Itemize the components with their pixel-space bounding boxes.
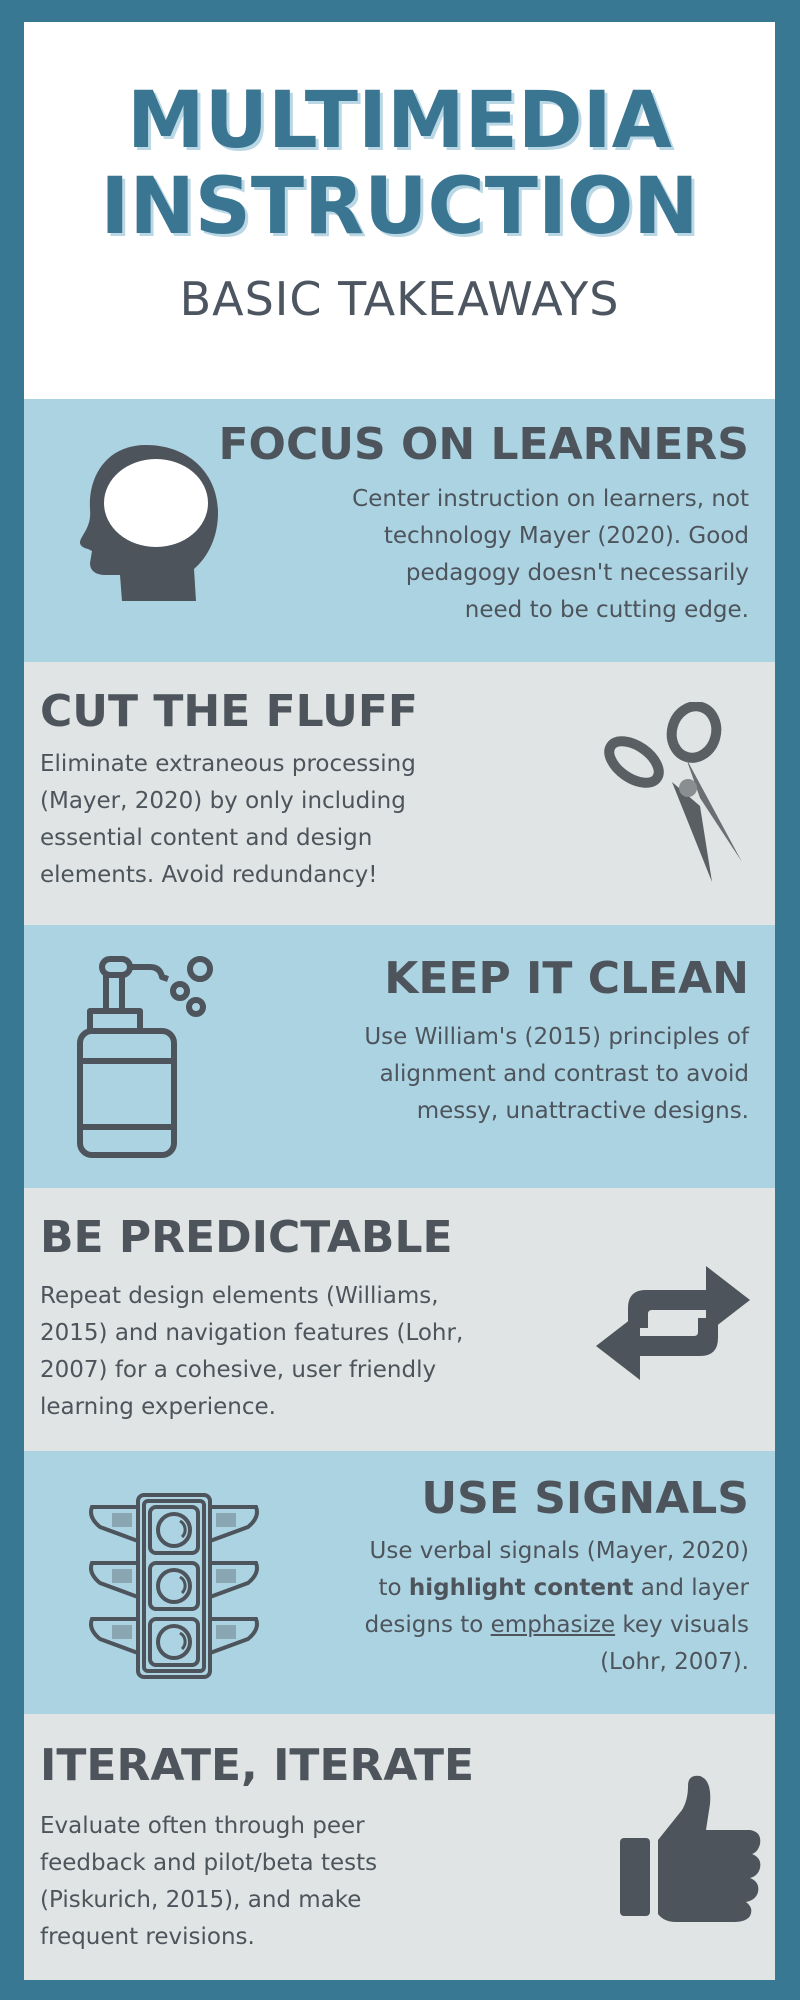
section-focus-on-learners: FOCUS ON LEARNERS Center instruction on … — [24, 399, 775, 662]
body-line: designs to emphasize key visuals — [229, 1607, 749, 1644]
body-line: Center instruction on learners, not — [352, 486, 749, 512]
page-title: MULTIMEDIA INSTRUCTION — [24, 78, 775, 250]
body-line: need to be cutting edge. — [464, 597, 749, 623]
body-line: (Piskurich, 2015), and make — [40, 1887, 362, 1913]
body-line: 2015) and navigation features (Lohr, — [40, 1320, 464, 1346]
body-line: frequent revisions. — [40, 1924, 255, 1950]
section-be-predictable: BE PREDICTABLE Repeat design elements (W… — [24, 1188, 775, 1451]
section-heading: USE SIGNALS — [421, 1473, 749, 1524]
section-body: Evaluate often through peer feedback and… — [40, 1808, 520, 1956]
section-keep-it-clean: KEEP IT CLEAN Use William's (2015) princ… — [24, 925, 775, 1188]
text-span: to — [378, 1575, 409, 1601]
section-body: Eliminate extraneous processing (Mayer, … — [40, 746, 520, 894]
title-line-1: MULTIMEDIA — [126, 76, 672, 166]
body-line: (Mayer, 2020) by only including — [40, 788, 406, 814]
text-span: designs to — [364, 1612, 491, 1638]
body-line: pedagogy doesn't necessarily — [405, 560, 749, 586]
section-cut-the-fluff: CUT THE FLUFF Eliminate extraneous proce… — [24, 662, 775, 925]
body-line: elements. Avoid redundancy! — [40, 862, 378, 888]
text-span: and layer — [633, 1575, 749, 1601]
body-line: messy, unattractive designs. — [416, 1098, 749, 1124]
body-line: technology Mayer (2020). Good — [383, 523, 749, 549]
section-body: Use William's (2015) principles of align… — [229, 1019, 749, 1130]
soap-dispenser-icon — [77, 956, 213, 1158]
body-line: (Lohr, 2007). — [600, 1649, 749, 1675]
body-line: Use verbal signals (Mayer, 2020) — [369, 1538, 749, 1564]
section-heading: FOCUS ON LEARNERS — [218, 419, 749, 470]
scissors-icon — [604, 702, 742, 882]
section-heading: KEEP IT CLEAN — [384, 953, 749, 1004]
body-line: Use William's (2015) principles of — [364, 1024, 749, 1050]
body-line: to highlight content and layer — [229, 1570, 750, 1607]
body-line: alignment and contrast to avoid — [379, 1061, 749, 1087]
section-body: Repeat design elements (Williams, 2015) … — [40, 1278, 540, 1426]
repeat-arrows-icon — [596, 1266, 750, 1380]
title-line-2: INSTRUCTION — [100, 162, 699, 252]
body-line: essential content and design — [40, 825, 373, 851]
thumbs-up-icon — [620, 1775, 761, 1922]
page-subtitle: BASIC TAKEAWAYS — [179, 272, 620, 326]
body-line: feedback and pilot/beta tests — [40, 1850, 378, 1876]
body-line: 2007) for a cohesive, user friendly — [40, 1357, 437, 1383]
body-line: Eliminate extraneous processing — [40, 751, 416, 777]
body-line: Repeat design elements (Williams, — [40, 1283, 439, 1309]
highlight-text: highlight content — [408, 1575, 634, 1601]
section-heading: CUT THE FLUFF — [40, 686, 418, 737]
text-span: key visuals — [615, 1612, 749, 1638]
section-use-signals: USE SIGNALS Use verbal signals (Mayer, 2… — [24, 1451, 775, 1714]
section-heading: ITERATE, ITERATE — [40, 1740, 475, 1791]
head-icon — [80, 445, 218, 601]
section-iterate-iterate: ITERATE, ITERATE Evaluate often through … — [24, 1714, 775, 1980]
header: MULTIMEDIA INSTRUCTION BASIC TAKEAWAYS — [24, 22, 775, 399]
section-body: Use verbal signals (Mayer, 2020) to high… — [229, 1533, 749, 1681]
infographic-frame: MULTIMEDIA INSTRUCTION BASIC TAKEAWAYS F… — [24, 22, 775, 1980]
body-line: learning experience. — [40, 1394, 276, 1420]
traffic-light-icon — [89, 1493, 259, 1679]
section-heading: BE PREDICTABLE — [40, 1212, 453, 1263]
section-body: Center instruction on learners, not tech… — [229, 481, 749, 629]
body-line: Evaluate often through peer — [40, 1813, 365, 1839]
emphasize-text: emphasize — [490, 1612, 616, 1638]
